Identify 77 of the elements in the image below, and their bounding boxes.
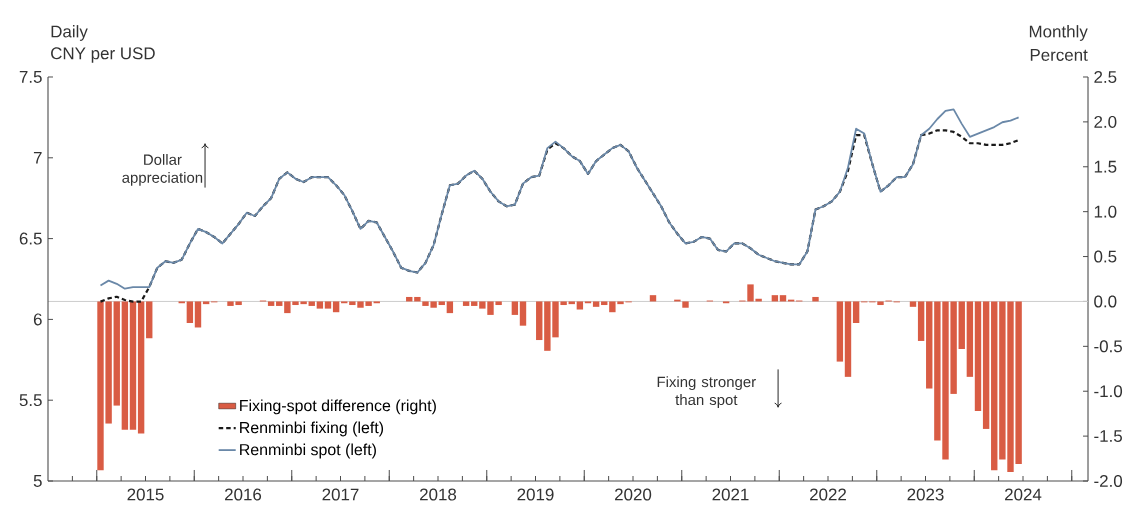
bar <box>779 295 787 302</box>
y2-tick-label: 0.5 <box>1094 250 1117 263</box>
y2-tick-label: 0.0 <box>1094 295 1117 308</box>
bar <box>146 301 153 339</box>
y2-tick-label: 2.0 <box>1094 115 1117 128</box>
bar <box>308 301 315 306</box>
bar <box>601 301 608 306</box>
bar <box>462 301 470 306</box>
bar <box>186 301 194 323</box>
y-tick-label: 6 <box>33 313 42 326</box>
bar <box>519 301 527 326</box>
bar <box>129 301 137 430</box>
x-tick-label: 2023 <box>907 488 944 501</box>
y2-tick-label: -1.5 <box>1094 430 1122 443</box>
bar <box>324 301 332 309</box>
bar <box>649 295 657 302</box>
bar <box>113 301 120 406</box>
x-tick-label: 2024 <box>1005 488 1042 501</box>
y-tick-label: 7 <box>33 151 42 164</box>
y2-axis-title: Percent <box>1030 49 1088 61</box>
bar <box>471 301 478 306</box>
bar <box>917 301 925 341</box>
annotation: Dollar appreciation <box>122 153 203 186</box>
bar <box>852 301 860 323</box>
bar <box>332 301 340 313</box>
y-tick-label: 5 <box>33 475 42 487</box>
legend-label: Fixing-spot difference (right) <box>240 399 436 415</box>
bar <box>982 301 990 429</box>
bar <box>438 301 445 306</box>
y2-tick-label: 1.0 <box>1094 205 1117 218</box>
x-tick-label: 2022 <box>810 488 846 501</box>
y2-tick-label: 2.5 <box>1094 71 1117 83</box>
x-tick-label: 2021 <box>712 488 749 501</box>
bar <box>682 301 689 308</box>
bar <box>202 301 210 305</box>
bar <box>137 301 145 434</box>
y2-tick-label: -2.0 <box>1094 475 1123 487</box>
text: Daily <box>51 25 88 41</box>
bar <box>812 296 819 302</box>
bar <box>267 301 275 306</box>
annotation: Fixing stronger than spot <box>657 376 756 409</box>
y2-tick-label: -0.5 <box>1094 340 1122 353</box>
y2-tick-label: 1.5 <box>1094 160 1117 173</box>
bar <box>316 301 324 309</box>
bar <box>194 301 202 328</box>
y-tick-label: 5.5 <box>19 394 42 407</box>
y2-tick-label: -1.0 <box>1094 385 1123 398</box>
bar <box>958 301 965 350</box>
bar <box>909 301 917 307</box>
y-tick-label: 7.5 <box>19 71 42 83</box>
legend-label: Renminbi spot (left) <box>240 443 376 459</box>
bar <box>446 301 454 314</box>
legend-label: Renminbi fixing (left) <box>240 421 384 437</box>
bar <box>926 301 933 389</box>
bar <box>966 301 974 377</box>
bar <box>991 301 998 471</box>
bar <box>576 301 584 310</box>
text: Monthly <box>1029 25 1088 41</box>
bar <box>536 301 543 341</box>
y-axis-title: CNY per USD <box>51 47 155 63</box>
bar <box>844 301 852 377</box>
x-tick-label: 2019 <box>517 488 554 501</box>
y-tick-label: 6.5 <box>19 232 42 245</box>
x-tick-label: 2020 <box>615 488 652 501</box>
x-tick-label: 2018 <box>420 488 457 501</box>
x-tick-label: 2016 <box>225 488 262 501</box>
bar <box>836 301 844 362</box>
x-tick-label: 2017 <box>322 488 359 501</box>
bar <box>771 295 779 302</box>
bar <box>414 296 421 302</box>
bar <box>121 301 129 430</box>
bar <box>592 301 600 307</box>
bar <box>276 301 283 306</box>
bar <box>511 301 519 315</box>
x-tick-label: 2015 <box>127 488 164 501</box>
bar <box>568 301 575 305</box>
bar <box>974 301 982 411</box>
